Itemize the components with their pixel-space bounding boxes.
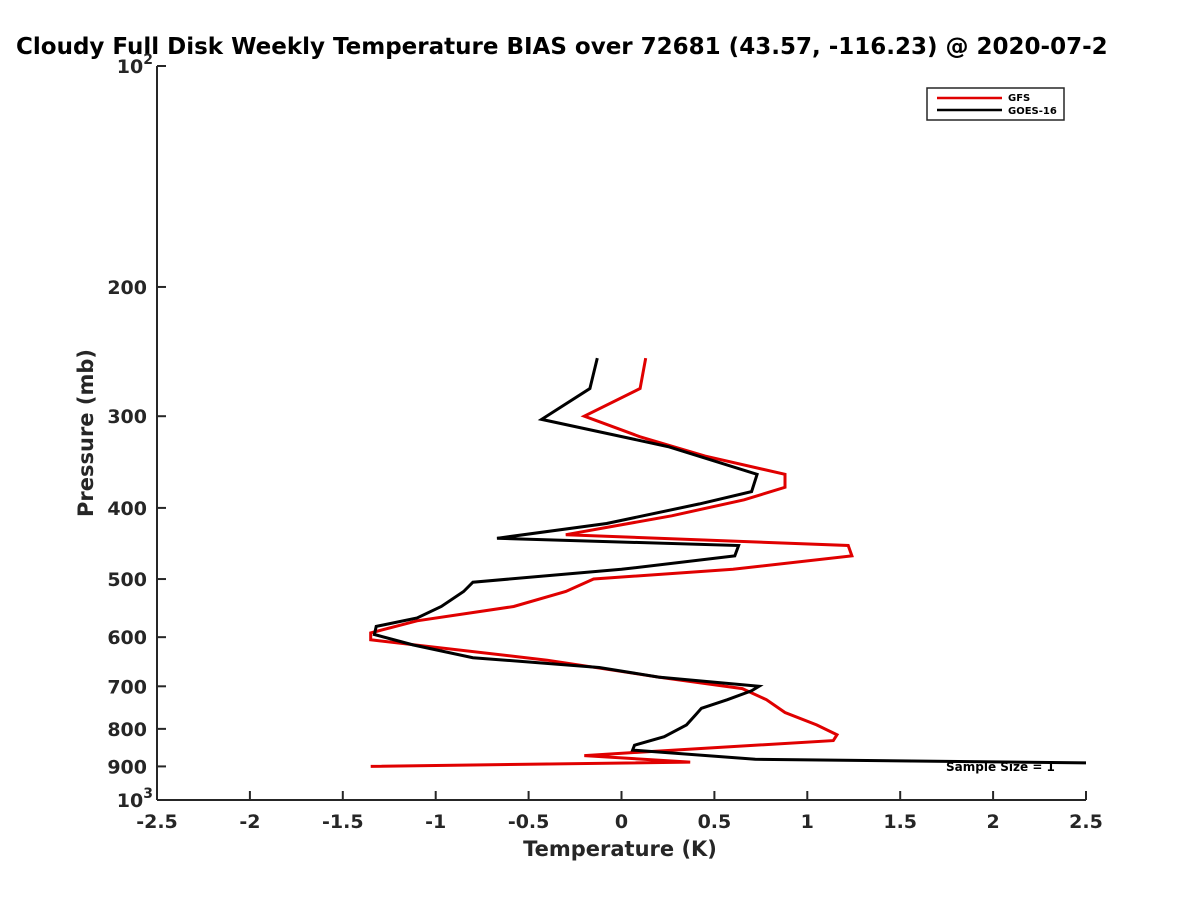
legend-label-goes16: GOES-16 [1008, 106, 1057, 117]
y-tick-label: 300 [107, 406, 147, 428]
y-tick-label: 900 [107, 756, 147, 778]
x-tick-label: -0.5 [508, 811, 550, 833]
series-line-goes-16 [372, 357, 1087, 765]
chart-title: Cloudy Full Disk Weekly Temperature BIAS… [16, 34, 1108, 60]
y-axis-label: Pressure (mb) [74, 349, 98, 517]
y-tick-label: 400 [107, 498, 147, 520]
y-axis-ticks: 102 200 300 400 500 600 700 800 900 103 [107, 52, 166, 812]
x-tick-label: 0 [615, 811, 628, 833]
series-line-gfs [369, 357, 854, 768]
x-tick-label: 2 [986, 811, 999, 833]
y-tick-label: 103 [117, 786, 153, 812]
x-tick-label: 1 [801, 811, 814, 833]
chart-legend: GFS GOES-16 [926, 87, 1065, 121]
y-tick-label: 200 [107, 277, 147, 299]
y-tick-label: 700 [107, 676, 147, 698]
x-tick-label: 1.5 [883, 811, 917, 833]
sample-size-annotation: Sample Size = 1 [946, 760, 1055, 774]
x-tick-label: -1.5 [322, 811, 364, 833]
x-tick-label: -2 [239, 811, 260, 833]
legend-box [926, 87, 1065, 121]
y-tick-label: 500 [107, 569, 147, 591]
plot-area: -2.5 -2 -1.5 -1 -0.5 0 0.5 1 1.5 2 2.5 102 200 300 40… [107, 52, 1103, 833]
x-axis-ticks: -2.5 -2 -1.5 -1 -0.5 0 0.5 1 1.5 2 2.5 [136, 791, 1103, 833]
x-tick-label: 0.5 [698, 811, 732, 833]
x-tick-label: -1 [425, 811, 446, 833]
y-tick-label: 600 [107, 627, 147, 649]
series-layer [369, 357, 1087, 768]
x-tick-label: 2.5 [1069, 811, 1103, 833]
legend-label-gfs: GFS [1008, 93, 1030, 104]
y-tick-label: 800 [107, 719, 147, 741]
y-tick-label: 102 [117, 52, 153, 78]
x-axis-label: Temperature (K) [523, 837, 717, 861]
axes-layer: -2.5 -2 -1.5 -1 -0.5 0 0.5 1 1.5 2 2.5 102 200 300 40… [107, 52, 1103, 833]
x-tick-label: -2.5 [136, 811, 178, 833]
